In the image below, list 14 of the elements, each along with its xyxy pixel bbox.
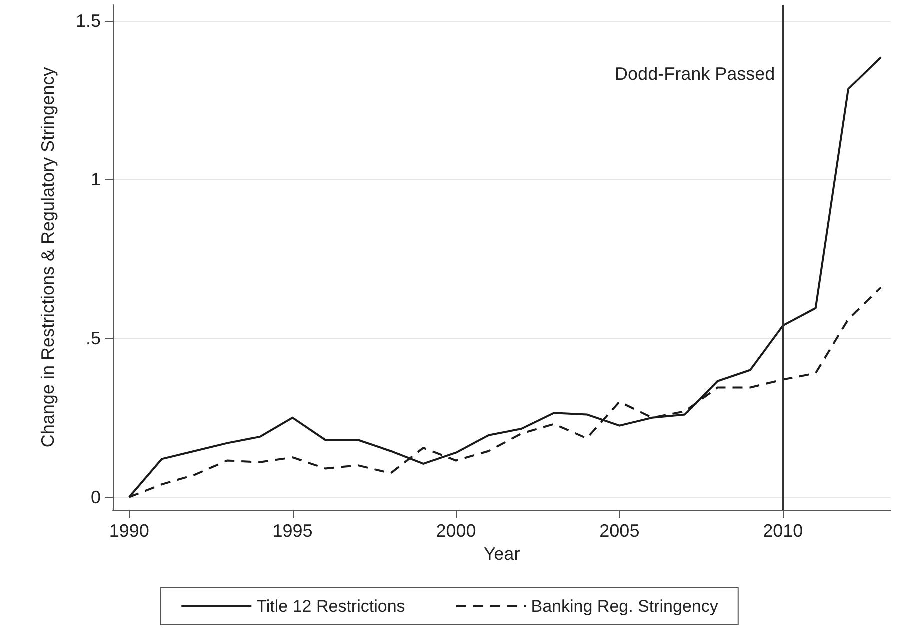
x-tick-label: 1990 bbox=[109, 521, 150, 541]
legend-label: Banking Reg. Stringency bbox=[531, 597, 719, 616]
legend-label: Title 12 Restrictions bbox=[256, 597, 406, 616]
x-tick-label: 2005 bbox=[600, 521, 640, 541]
x-tick-label: 2000 bbox=[436, 521, 476, 541]
y-tick-label: .5 bbox=[86, 328, 101, 348]
y-tick-label: 0 bbox=[90, 487, 101, 508]
y-tick-label: 1.5 bbox=[76, 10, 101, 31]
y-tick-label: 1 bbox=[90, 170, 101, 190]
y-axis-title: Change in Restrictions & Regulatory Stringency bbox=[38, 67, 58, 448]
x-axis-title: Year bbox=[484, 544, 520, 564]
x-tick-label: 1995 bbox=[272, 521, 313, 541]
x-tick-label: 2010 bbox=[763, 521, 804, 541]
ref-line-label: Dodd-Frank Passed bbox=[615, 64, 776, 84]
